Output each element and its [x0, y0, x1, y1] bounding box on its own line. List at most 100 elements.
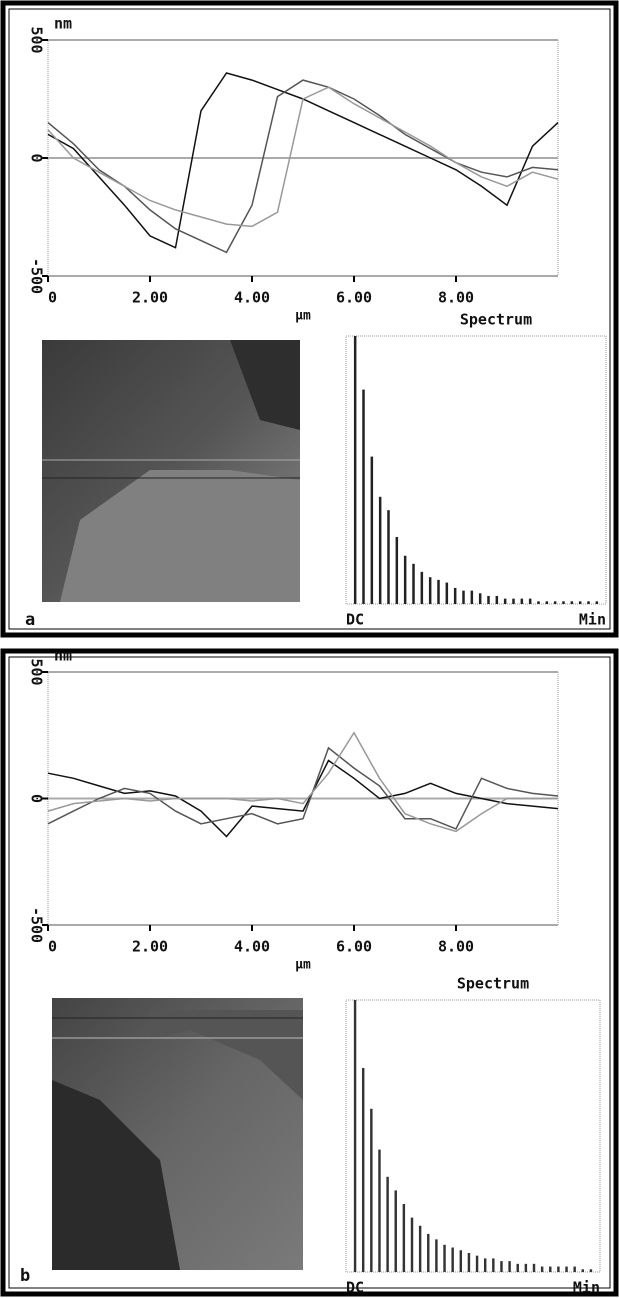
bar	[418, 1225, 422, 1272]
x-tick-label: DC	[346, 1279, 364, 1297]
x-tick-label: 4.00	[234, 289, 270, 307]
x-tick-label: 6.00	[336, 289, 372, 307]
x-tick-label: 8.00	[438, 289, 474, 307]
bar	[478, 593, 482, 604]
bar	[353, 336, 357, 604]
bar	[402, 1204, 406, 1272]
profile-line	[47, 746, 559, 830]
profile-line	[47, 731, 558, 833]
panel-frame	[0, 0, 619, 638]
bar	[524, 1263, 528, 1272]
bar	[508, 1261, 511, 1272]
bar	[553, 601, 557, 604]
y-tick-label: 500	[28, 658, 46, 685]
y-axis-label: nm	[54, 647, 72, 665]
y-axis-label: nm	[54, 15, 72, 33]
bar	[540, 1266, 544, 1272]
chart-title: Spectrum	[460, 311, 532, 329]
y-tick-label: 0	[28, 794, 46, 803]
bar	[595, 601, 599, 604]
x-tick-label: 2.00	[132, 289, 168, 307]
bar	[500, 1261, 503, 1272]
profile-line	[47, 86, 559, 228]
x-tick-label: 6.00	[336, 938, 372, 956]
y-tick-label: 500	[28, 26, 46, 53]
bar	[512, 598, 515, 604]
bar	[470, 590, 474, 604]
bar	[545, 601, 549, 604]
bar	[427, 1233, 430, 1272]
x-tick-label: Min	[573, 1279, 600, 1297]
plot-area	[345, 335, 607, 605]
bar	[537, 601, 540, 604]
x-tick-label: 8.00	[438, 938, 474, 956]
bar	[475, 1255, 479, 1272]
y-tick-label: -500	[28, 258, 46, 294]
bar	[361, 1068, 365, 1272]
afm-image	[42, 340, 300, 602]
bar	[581, 1269, 585, 1272]
x-tick-label: 2.00	[132, 938, 168, 956]
bar	[589, 1269, 593, 1272]
x-tick-label: Min	[579, 611, 606, 629]
bar	[410, 1217, 414, 1272]
x-tick-label: 0	[48, 938, 57, 956]
bar	[420, 571, 424, 604]
bar	[459, 1250, 463, 1272]
bar	[370, 456, 374, 604]
bar	[387, 510, 390, 604]
bar	[370, 1108, 373, 1272]
bar	[549, 1266, 552, 1272]
y-tick-label: -500	[28, 907, 46, 943]
panel-label: b	[20, 1266, 30, 1286]
bar	[437, 579, 440, 604]
bar	[378, 496, 382, 604]
bar	[516, 1263, 519, 1272]
bar	[467, 1252, 471, 1272]
panel-frame	[0, 648, 619, 1297]
bar	[573, 1266, 576, 1272]
x-tick-label: 4.00	[234, 938, 270, 956]
bar	[386, 1176, 389, 1272]
bar	[378, 1149, 381, 1272]
bar	[587, 601, 590, 604]
chart-title: Spectrum	[457, 975, 529, 993]
bar	[443, 1244, 446, 1272]
bar	[528, 598, 532, 604]
bar	[445, 582, 449, 604]
bar	[428, 577, 432, 604]
bar	[503, 598, 507, 604]
bar	[451, 1247, 454, 1272]
bar	[412, 563, 415, 604]
panel-label: a	[25, 610, 35, 630]
bar	[483, 1258, 487, 1272]
bar	[394, 1190, 397, 1272]
bar	[492, 1258, 495, 1272]
x-axis-label: μm	[295, 309, 311, 324]
x-axis-label: μm	[295, 958, 311, 973]
panel-inner-frame	[8, 8, 611, 630]
bar	[487, 595, 490, 604]
profile-line	[47, 79, 559, 254]
bar	[562, 601, 565, 604]
bar	[532, 1263, 536, 1272]
bar	[495, 595, 499, 604]
y-tick-label: 0	[28, 153, 46, 162]
bar	[403, 555, 407, 604]
panel-inner-frame	[8, 656, 611, 1289]
bar	[435, 1239, 438, 1272]
plot-area	[345, 999, 601, 1273]
bar	[520, 598, 524, 604]
x-tick-label: 0	[48, 289, 57, 307]
bar	[353, 1000, 357, 1272]
x-tick-label: DC	[346, 611, 364, 629]
afm-image	[52, 998, 303, 1270]
bar	[395, 537, 399, 604]
bar	[565, 1266, 568, 1272]
bar	[462, 590, 465, 604]
bar	[362, 389, 365, 604]
bar	[578, 601, 582, 604]
bar	[453, 587, 457, 604]
bar	[557, 1266, 560, 1272]
